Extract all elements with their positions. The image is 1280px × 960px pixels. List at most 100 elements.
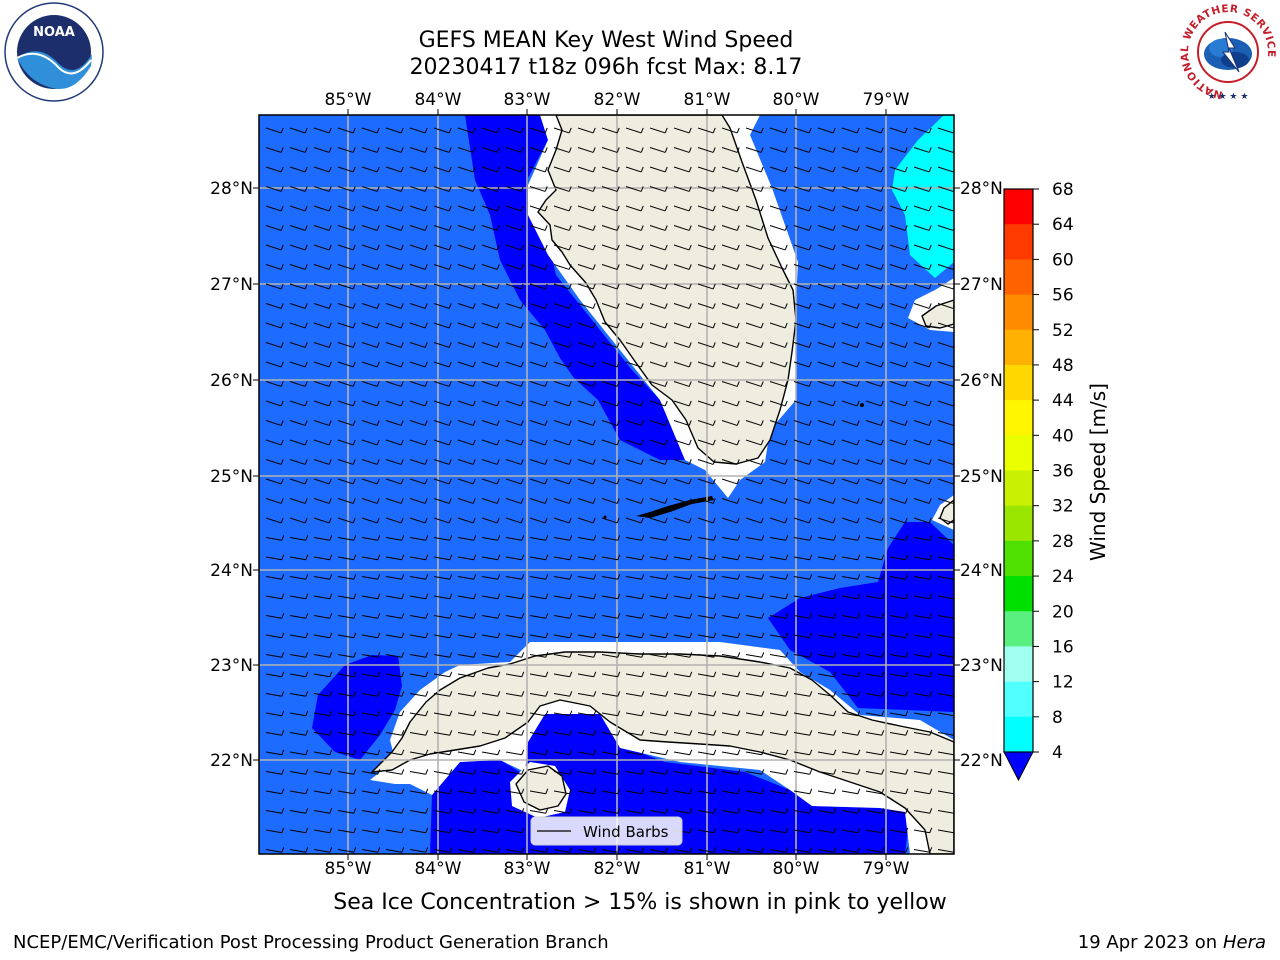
wind-barb bbox=[865, 283, 882, 290]
wind-barb-flag bbox=[761, 827, 765, 833]
wind-barb bbox=[409, 751, 426, 756]
wind-barb bbox=[937, 673, 954, 678]
wind-barb-flag bbox=[520, 478, 524, 485]
wind-barb bbox=[505, 615, 522, 619]
wind-barb-flag bbox=[497, 808, 501, 814]
wind-barb bbox=[793, 420, 810, 426]
wind-barb bbox=[937, 732, 954, 736]
wind-barb-flag bbox=[905, 808, 909, 814]
wind-barb bbox=[841, 576, 858, 580]
wind-barb bbox=[937, 576, 954, 580]
wind-barb-flag bbox=[904, 303, 908, 309]
wind-barb-flag bbox=[881, 613, 885, 619]
wind-barb bbox=[289, 790, 306, 795]
wind-barb-flag bbox=[473, 788, 477, 794]
wind-barb-flag bbox=[641, 788, 645, 794]
wind-barb bbox=[361, 459, 378, 465]
wind-barb bbox=[361, 244, 378, 251]
wind-barb bbox=[937, 381, 954, 387]
wind-barb bbox=[313, 810, 330, 814]
wind-barb-flag bbox=[856, 205, 860, 212]
wind-barb-flag bbox=[520, 186, 524, 192]
wind-barb bbox=[841, 225, 858, 231]
wind-barb bbox=[841, 771, 858, 775]
wind-barb bbox=[553, 186, 570, 192]
wind-barb bbox=[841, 615, 858, 619]
wind-barb bbox=[361, 829, 378, 834]
wind-barb-flag bbox=[881, 710, 885, 716]
lon-label-bottom: 85°W bbox=[325, 859, 372, 879]
wind-barb-flag bbox=[328, 205, 332, 212]
wind-barb-flag bbox=[929, 554, 933, 560]
wind-barb-flag bbox=[400, 127, 404, 134]
wind-barb bbox=[673, 654, 690, 658]
wind-barb bbox=[745, 127, 762, 134]
wind-barb bbox=[265, 673, 282, 678]
wind-barb bbox=[529, 673, 546, 678]
colorbar-tick-label: 32 bbox=[1052, 497, 1074, 517]
wind-barb bbox=[313, 556, 330, 561]
wind-barb bbox=[289, 283, 306, 290]
wind-barb bbox=[745, 498, 762, 504]
wind-barb bbox=[481, 283, 498, 290]
wind-barb bbox=[289, 673, 306, 678]
wind-barb-flag bbox=[641, 710, 645, 716]
wind-barb bbox=[577, 322, 594, 329]
wind-barb-flag bbox=[353, 788, 357, 794]
wind-barb-flag bbox=[448, 127, 452, 134]
wind-barb bbox=[769, 595, 786, 600]
wind-barb bbox=[457, 849, 474, 853]
wind-barb bbox=[721, 732, 738, 736]
wind-barb-flag bbox=[568, 400, 572, 407]
wind-barb-flag bbox=[472, 439, 476, 446]
wind-barb bbox=[913, 498, 930, 504]
wind-barb-flag bbox=[833, 554, 837, 560]
wind-barb-flag bbox=[569, 749, 573, 755]
wind-barb bbox=[937, 634, 954, 639]
wind-barb bbox=[289, 498, 306, 504]
wind-barb bbox=[409, 556, 426, 561]
wind-barb-flag bbox=[568, 205, 572, 212]
wind-barb-flag bbox=[664, 225, 668, 231]
wind-barb-flag bbox=[928, 498, 932, 504]
wind-barb bbox=[769, 361, 786, 368]
wind-barb-flag bbox=[641, 554, 645, 560]
wind-barb-flag bbox=[809, 671, 813, 677]
wind-barb bbox=[409, 654, 426, 658]
wind-barb bbox=[817, 439, 834, 446]
wind-barb bbox=[313, 478, 330, 485]
wind-barb-flag bbox=[593, 652, 597, 658]
wind-barb bbox=[913, 556, 930, 561]
wind-barb-flag bbox=[376, 244, 380, 251]
wind-barb-flag bbox=[328, 303, 332, 309]
wind-barb-flag bbox=[640, 517, 644, 524]
wind-barb-flag bbox=[521, 749, 525, 755]
wind-barb-flag bbox=[545, 847, 549, 853]
wind-barb-flag bbox=[353, 749, 357, 755]
wind-barb bbox=[577, 400, 594, 407]
wind-barb bbox=[793, 147, 810, 153]
wind-barb-flag bbox=[904, 186, 908, 192]
wind-barb-flag bbox=[424, 459, 428, 465]
wind-barb bbox=[601, 595, 618, 600]
wind-barb bbox=[721, 244, 738, 251]
wind-barb-flag bbox=[568, 186, 572, 192]
wind-barb bbox=[889, 166, 906, 173]
wind-barb-flag bbox=[929, 671, 933, 677]
wind-barb bbox=[649, 283, 666, 290]
wind-barb-flag bbox=[712, 361, 716, 368]
wind-barb bbox=[577, 459, 594, 465]
wind-barb-flag bbox=[544, 459, 548, 465]
wind-barb-flag bbox=[712, 322, 716, 329]
wind-barb bbox=[673, 147, 690, 153]
wind-barb-flag bbox=[665, 847, 669, 853]
wind-barb-flag bbox=[377, 749, 381, 755]
colorbar-segment bbox=[1004, 294, 1033, 331]
wind-barb-flag bbox=[880, 420, 884, 426]
wind-barb bbox=[817, 342, 834, 348]
wind-barb-flag bbox=[664, 283, 668, 290]
wind-barb-flag bbox=[737, 749, 741, 755]
wind-barb-flag bbox=[448, 439, 452, 446]
wind-barb bbox=[529, 127, 546, 134]
wind-barb-flag bbox=[449, 613, 453, 619]
